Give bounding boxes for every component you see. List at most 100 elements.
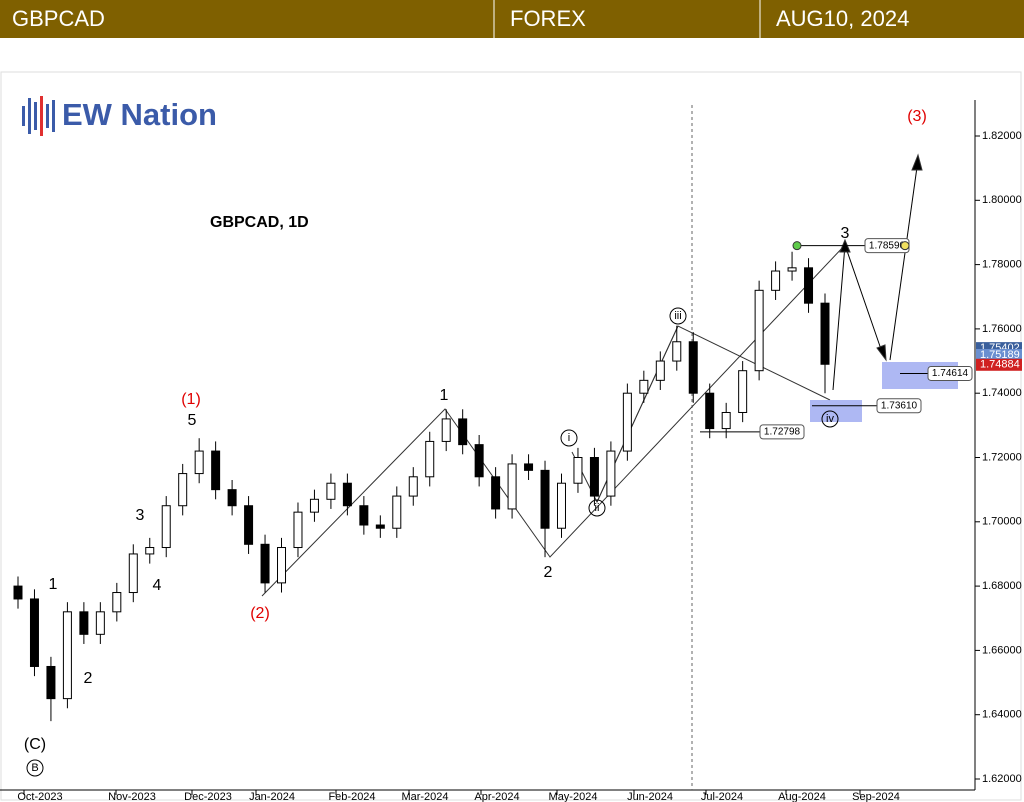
y-tick-label: 1.82000 <box>982 130 1022 142</box>
header-symbol: GBPCAD <box>12 6 105 31</box>
candle-body <box>194 450 204 475</box>
wave-label: (2) <box>250 605 270 622</box>
candle-body <box>260 543 270 584</box>
candle-body <box>13 585 23 600</box>
wave-label: (3) <box>907 108 927 125</box>
candle-body <box>524 463 534 471</box>
wave-circle <box>26 759 44 777</box>
header-bar <box>0 0 1024 38</box>
candle-body <box>425 440 435 478</box>
y-tick-label: 1.80000 <box>982 194 1022 206</box>
candle-body <box>375 524 385 529</box>
wave-label: (1) <box>181 391 201 408</box>
frame <box>0 71 1022 801</box>
candle-body <box>474 444 484 478</box>
wave-label: 3 <box>136 507 145 524</box>
wave-label: 5 <box>188 412 197 429</box>
candle-body <box>227 489 237 507</box>
wave-label: iii <box>674 310 681 322</box>
candle-body <box>161 505 171 549</box>
wave-label: 3 <box>841 225 850 242</box>
price-label: 1.72798 <box>764 426 801 437</box>
candle-body <box>820 302 830 365</box>
wave-label: 2 <box>544 564 553 581</box>
x-tick-label: Jan-2024 <box>249 791 295 802</box>
x-tick-label: Aug-2024 <box>778 791 826 802</box>
price-label-box <box>759 424 805 440</box>
x-tick-label: Jun-2024 <box>627 791 673 802</box>
wave-label: i <box>568 432 570 444</box>
y-tick-label: 1.78000 <box>982 259 1022 271</box>
wave-label: iv <box>826 413 834 425</box>
x-tick-label: Nov-2023 <box>108 791 156 802</box>
x-tick-label: Dec-2023 <box>184 791 232 802</box>
wave-label: 1 <box>49 576 58 593</box>
y-tick-label: 1.64000 <box>982 709 1022 721</box>
x-tick-label: Oct-2023 <box>17 791 62 802</box>
candle-body <box>145 547 155 555</box>
wave-circle <box>588 499 606 517</box>
candle-body <box>491 476 501 510</box>
y-tick-label: 1.74000 <box>982 387 1022 399</box>
y-tick-label: 1.70000 <box>982 516 1022 528</box>
wave-circle <box>669 307 687 325</box>
wave-label: 2 <box>84 670 93 687</box>
header-date: AUG10, 2024 <box>776 6 909 31</box>
price-tag-label: 1.74884 <box>980 359 1020 371</box>
candle-body <box>95 611 105 635</box>
wave-label: 4 <box>153 577 162 594</box>
x-tick-label: Mar-2024 <box>401 791 448 802</box>
price-label: 1.74614 <box>932 368 969 379</box>
x-tick-label: Jul-2024 <box>701 791 743 802</box>
candle-body <box>326 482 336 500</box>
candle-body <box>342 482 352 507</box>
candle-body <box>754 289 764 372</box>
y-tick-label: 1.62000 <box>982 773 1022 785</box>
candle-body <box>540 469 550 529</box>
candle-body <box>458 418 468 446</box>
candle-body <box>62 611 72 700</box>
candle-body <box>738 370 748 413</box>
y-tick-label: 1.66000 <box>982 644 1022 656</box>
wave-circle <box>821 410 839 428</box>
candle-body <box>606 450 616 497</box>
target-box <box>810 400 862 422</box>
candle-body <box>29 598 39 667</box>
candle-body <box>178 473 188 507</box>
candle-body <box>112 592 122 613</box>
candle-body <box>359 505 369 526</box>
candle-body <box>688 341 698 394</box>
price-label: 1.73610 <box>881 400 918 411</box>
price-tag-label: 1.75189 <box>980 349 1020 361</box>
candle-body <box>128 553 138 594</box>
price-tag <box>976 348 1022 361</box>
y-tick-label: 1.68000 <box>982 580 1022 592</box>
wave-label: 1 <box>440 387 449 404</box>
x-tick-label: May-2024 <box>549 791 598 802</box>
wave-circle <box>560 429 578 447</box>
candle-body <box>787 267 797 272</box>
header-market: FOREX <box>510 6 586 31</box>
marker-dot <box>792 241 802 251</box>
wave-lines <box>261 153 923 597</box>
candle-body <box>46 665 56 700</box>
candle-body <box>589 457 599 497</box>
y-tick-label: 1.76000 <box>982 323 1022 335</box>
candle-body <box>622 392 632 452</box>
candle-body <box>392 495 402 529</box>
candle-body <box>639 379 649 394</box>
candle-body <box>672 341 682 362</box>
chart-title: GBPCAD, 1D <box>210 214 309 231</box>
logo-text: EW Nation <box>62 97 217 132</box>
y-tick-label: 1.72000 <box>982 451 1022 463</box>
candle-body <box>655 360 665 381</box>
x-tick-label: Apr-2024 <box>474 791 519 802</box>
candle-body <box>771 270 781 291</box>
candle-body <box>804 267 814 304</box>
candle-body <box>244 505 254 545</box>
candle-body <box>277 547 287 584</box>
candle-body <box>573 457 583 484</box>
logo-icon <box>22 96 55 136</box>
